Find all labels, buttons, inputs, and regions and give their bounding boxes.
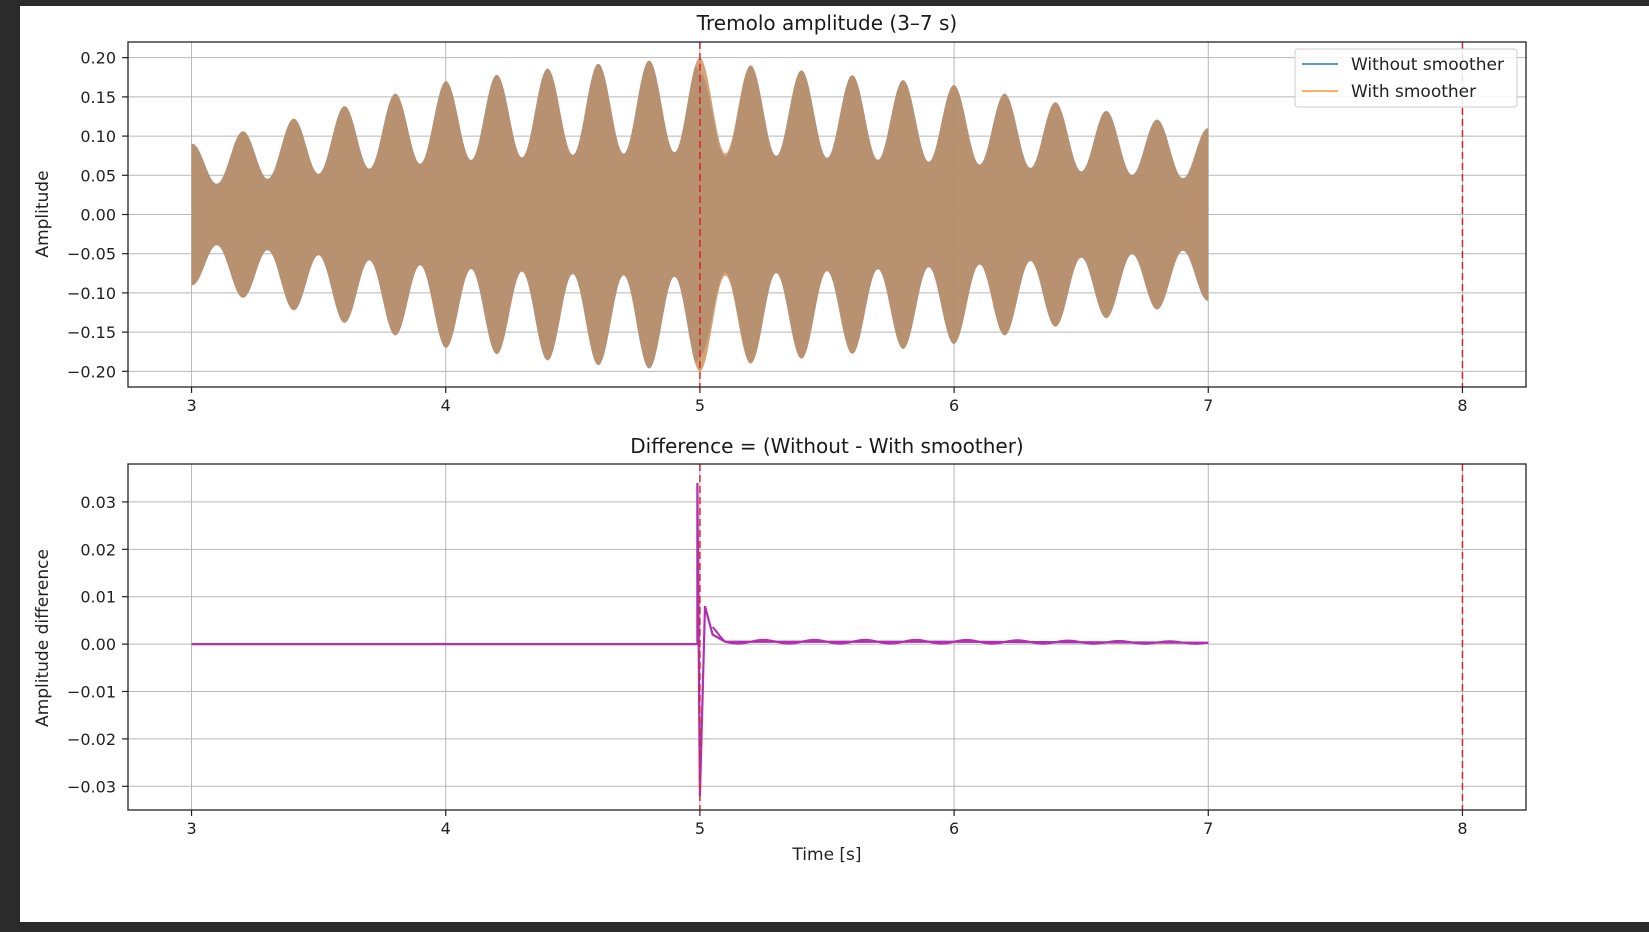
bottom-axes: Difference = (Without - With smoother) 3… (33, 434, 1527, 865)
figure: Tremolo amplitude (3–7 s) 3 4 5 6 7 8 0.20 0.15… (20, 6, 1649, 922)
bottom-x-tick-label: 4 (441, 819, 451, 838)
bottom-chart-title: Difference = (Without - With smoother) (630, 434, 1023, 458)
top-y-tick-label: −0.20 (67, 362, 116, 381)
top-x-tick-label: 6 (949, 396, 959, 415)
legend: Without smoother With smoother (1294, 48, 1518, 108)
bottom-y-tick-label: 0.02 (80, 540, 116, 559)
bottom-x-tick-label: 6 (949, 819, 959, 838)
series-with-smoother (191, 57, 1209, 372)
legend-label-with-smoother: With smoother (1351, 82, 1476, 102)
top-x-tick-label: 5 (695, 396, 705, 415)
bottom-y-tick-label: −0.02 (67, 730, 116, 749)
top-y-tick-label: −0.10 (67, 284, 116, 303)
top-y-tick-label: 0.20 (80, 49, 116, 68)
top-axes: Tremolo amplitude (3–7 s) 3 4 5 6 7 8 0.20 0.15… (33, 11, 1527, 415)
top-y-tick-label: 0.10 (80, 127, 116, 146)
top-chart-title: Tremolo amplitude (3–7 s) (696, 11, 958, 35)
legend-label-without-smoother: Without smoother (1351, 55, 1504, 75)
bottom-y-tick-label: −0.03 (67, 777, 116, 796)
bottom-x-tick-label: 7 (1203, 819, 1213, 838)
bottom-y-tick-label: 0.01 (80, 588, 116, 607)
bottom-axes-frame (127, 463, 1527, 811)
bottom-y-tick-label: −0.01 (67, 683, 116, 702)
difference-ripple (711, 626, 1209, 645)
top-y-tick-label: 0.00 (80, 206, 116, 225)
top-x-tick-label: 3 (186, 396, 196, 415)
chart-svg: Tremolo amplitude (3–7 s) 3 4 5 6 7 8 0.20 0.15… (33, 11, 1527, 865)
bottom-x-tick-label: 5 (695, 819, 705, 838)
bottom-y-tick-label: 0.00 (80, 635, 116, 654)
bottom-x-tick-label: 3 (186, 819, 196, 838)
top-y-tick-label: 0.15 (80, 88, 116, 107)
bottom-x-tick-label: 8 (1457, 819, 1467, 838)
legend-box (1294, 48, 1518, 108)
top-y-axis-label: Amplitude (33, 170, 53, 257)
top-x-tick-label: 7 (1203, 396, 1213, 415)
top-x-tick-label: 8 (1457, 396, 1467, 415)
top-y-tick-label: −0.15 (67, 323, 116, 342)
top-x-tick-label: 4 (441, 396, 451, 415)
bottom-y-tick-label: 0.03 (80, 493, 116, 512)
top-y-tick-label: 0.05 (80, 166, 116, 185)
top-y-tick-label: −0.05 (67, 245, 116, 264)
x-axis-label: Time [s] (791, 845, 861, 865)
bottom-y-axis-label: Amplitude difference (33, 549, 53, 727)
